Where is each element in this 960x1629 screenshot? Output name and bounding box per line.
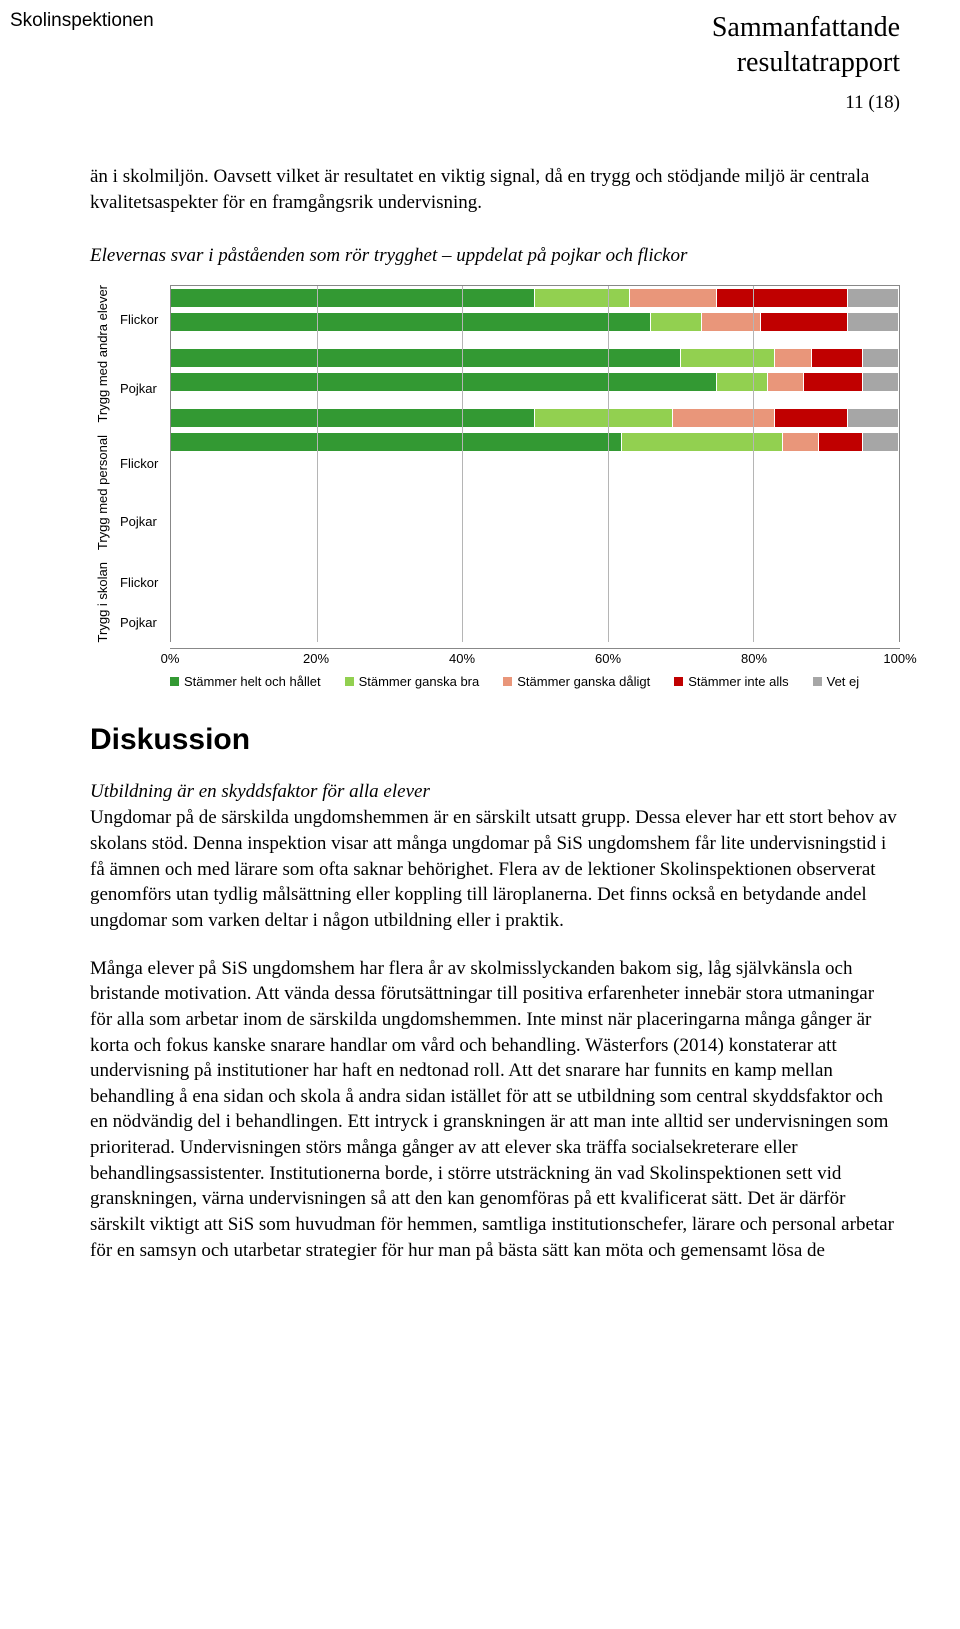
chart-bar-segment [863, 433, 899, 451]
chart-row-label: Pojkar [116, 509, 170, 533]
chart-bar-segment [848, 289, 899, 307]
chart-bar-segment [775, 349, 811, 367]
legend-swatch [674, 677, 683, 686]
chart-bar-segment [630, 289, 717, 307]
chart-bar-segment [812, 349, 863, 367]
chart-bar-row [171, 310, 899, 334]
legend-swatch [170, 677, 179, 686]
chart-bar-segment [819, 433, 863, 451]
page-header: Skolinspektionen Sammanfattande resultat… [10, 10, 900, 80]
chart-plot-area [170, 285, 900, 642]
chart-row-label: Pojkar [116, 610, 170, 634]
chart-bar-segment [775, 409, 848, 427]
legend-item: Stämmer ganska bra [345, 674, 480, 689]
chart-xtick: 0% [161, 651, 180, 666]
chart-xtick: 100% [883, 651, 916, 666]
chart-bar-segment [761, 313, 848, 331]
chart-row-label: Flickor [116, 452, 170, 476]
chart-group-label: Trygg i skolan [90, 562, 116, 642]
legend-label: Stämmer inte alls [688, 674, 788, 689]
chart-bars [171, 286, 899, 454]
chart-bar-row [171, 286, 899, 310]
chart-group: Trygg med andra eleverFlickor Pojkar [90, 285, 170, 423]
chart-group-label: Trygg med andra elever [90, 285, 116, 423]
page-number: 11 (18) [10, 92, 900, 114]
chart-row-label: Pojkar [116, 376, 170, 400]
chart-bar-segment [783, 433, 819, 451]
chart-bar-segment [535, 289, 630, 307]
legend-item: Stämmer helt och hållet [170, 674, 321, 689]
chart-bar-row [171, 370, 899, 394]
chart-xtick: 20% [303, 651, 329, 666]
chart-xtick: 40% [449, 651, 475, 666]
chart-bar-segment [171, 433, 622, 451]
org-name: Skolinspektionen [10, 10, 154, 32]
report-title: Sammanfattande resultatrapport [712, 10, 900, 80]
legend-item: Vet ej [813, 674, 860, 689]
intro-paragraph: än i skolmiljön. Oavsett vilket är resul… [90, 164, 900, 215]
chart-y-labels: Trygg med andra eleverFlickorPojkarTrygg… [90, 285, 170, 642]
chart-bar-segment [681, 349, 776, 367]
legend-label: Stämmer ganska bra [359, 674, 480, 689]
report-title-line1: Sammanfattande [712, 10, 900, 45]
discussion-paragraph-1: Ungdomar på de särskilda ungdomshemmen ä… [90, 805, 900, 933]
legend-label: Vet ej [827, 674, 860, 689]
chart-bar-segment [622, 433, 782, 451]
chart-xtick: 80% [741, 651, 767, 666]
chart-bar-segment [171, 313, 651, 331]
chart-bar-segment [848, 313, 899, 331]
chart-row-label: Flickor [116, 570, 170, 594]
chart-bar-segment [863, 373, 899, 391]
chart-bar-segment [171, 349, 681, 367]
discussion-heading: Diskussion [90, 723, 900, 757]
chart-bar-segment [673, 409, 775, 427]
chart-bar-segment [804, 373, 862, 391]
chart-row-label: Flickor [116, 308, 170, 332]
legend-label: Stämmer helt och hållet [184, 674, 321, 689]
chart-bar-segment [535, 409, 673, 427]
chart-bar-segment [768, 373, 804, 391]
chart-group: Trygg i skolanFlickor Pojkar [90, 562, 170, 642]
chart-bar-segment [171, 409, 535, 427]
legend-label: Stämmer ganska dåligt [517, 674, 650, 689]
discussion-subheading-1: Utbildning är en skyddsfaktor för alla e… [90, 781, 900, 803]
chart-bar-segment [651, 313, 702, 331]
discussion-paragraph-2: Många elever på SiS ungdomshem har flera… [90, 956, 900, 1264]
stacked-bar-chart: Trygg med andra eleverFlickorPojkarTrygg… [90, 285, 900, 642]
chart-bar-segment [702, 313, 760, 331]
chart-bar-segment [848, 409, 899, 427]
legend-swatch [345, 677, 354, 686]
chart-title: Elevernas svar i påståenden som rör tryg… [90, 245, 900, 267]
chart-group-label: Trygg med personal [90, 435, 116, 550]
chart-bar-segment [717, 373, 768, 391]
chart-bar-segment [171, 289, 535, 307]
report-title-line2: resultatrapport [712, 45, 900, 80]
chart-x-axis-row: 0%20%40%60%80%100% [170, 648, 900, 670]
content-area: än i skolmiljön. Oavsett vilket är resul… [90, 164, 900, 1263]
chart-legend: Stämmer helt och hållet Stämmer ganska br… [170, 674, 900, 689]
legend-item: Stämmer ganska dåligt [503, 674, 650, 689]
chart-bar-row [171, 346, 899, 370]
chart-bar-row [171, 406, 899, 430]
chart-xtick: 60% [595, 651, 621, 666]
chart-bar-segment [863, 349, 899, 367]
chart-x-axis: 0%20%40%60%80%100% [170, 648, 900, 670]
legend-swatch [813, 677, 822, 686]
legend-swatch [503, 677, 512, 686]
chart-bar-row [171, 430, 899, 454]
chart-bar-segment [717, 289, 848, 307]
legend-item: Stämmer inte alls [674, 674, 788, 689]
chart-group: Trygg med personalFlickor Pojkar [90, 435, 170, 550]
chart-bar-segment [171, 373, 717, 391]
